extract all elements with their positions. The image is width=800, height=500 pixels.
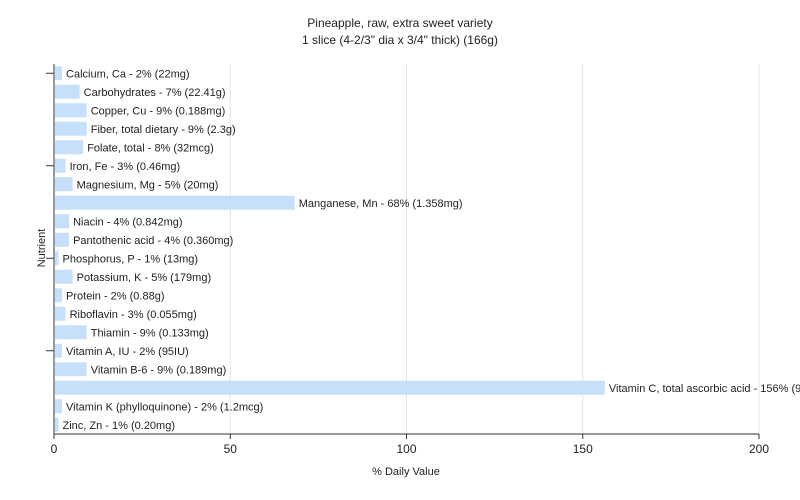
bar-label-16: Vitamin B-6 - 9% (0.189mg): [91, 364, 227, 376]
bar-label-17: Vitamin C, total ascorbic acid - 156% (9…: [609, 383, 800, 395]
bar-5: [55, 158, 66, 173]
bar-17: [55, 380, 605, 395]
bar-18: [55, 399, 63, 414]
x-tick-label-4: 200: [749, 442, 769, 456]
bar-label-7: Manganese, Mn - 68% (1.358mg): [299, 198, 463, 210]
bar-8: [55, 214, 70, 229]
bar-label-12: Protein - 2% (0.88g): [66, 290, 164, 302]
bar-9: [55, 232, 70, 247]
bar-label-8: Niacin - 4% (0.842mg): [73, 216, 182, 228]
chart-subtitle: 1 slice (4-2/3" dia x 3/4" thick) (166g): [302, 33, 498, 47]
bar-label-15: Vitamin A, IU - 2% (95IU): [66, 346, 189, 358]
bar-13: [55, 306, 66, 321]
y-axis-label: Nutrient: [36, 228, 48, 268]
bar-label-5: Iron, Fe - 3% (0.46mg): [70, 161, 181, 173]
bar-1: [55, 84, 80, 99]
bar-label-19: Zinc, Zn - 1% (0.20mg): [63, 420, 175, 432]
bar-4: [55, 140, 84, 155]
bar-11: [55, 269, 73, 284]
bar-label-9: Pantothenic acid - 4% (0.360mg): [73, 235, 233, 247]
bar-19: [55, 417, 59, 432]
x-tick-label-1: 50: [224, 442, 238, 456]
x-tick-label-2: 100: [396, 442, 416, 456]
bar-label-3: Fiber, total dietary - 9% (2.3g): [91, 124, 236, 136]
bar-7: [55, 195, 295, 210]
bar-label-14: Thiamin - 9% (0.133mg): [91, 327, 209, 339]
bar-2: [55, 103, 87, 118]
bar-16: [55, 362, 87, 377]
bar-3: [55, 121, 87, 136]
bar-label-4: Folate, total - 8% (32mcg): [87, 142, 214, 154]
bar-label-0: Calcium, Ca - 2% (22mg): [66, 68, 189, 80]
bar-10: [55, 251, 59, 266]
chart-title: Pineapple, raw, extra sweet variety: [307, 16, 493, 30]
bar-14: [55, 325, 87, 340]
bar-0: [55, 66, 63, 81]
x-tick-label-0: 0: [51, 442, 58, 456]
x-tick-label-3: 150: [573, 442, 593, 456]
bar-label-18: Vitamin K (phylloquinone) - 2% (1.2mcg): [66, 401, 263, 413]
bar-6: [55, 177, 73, 192]
bar-label-13: Riboflavin - 3% (0.055mg): [70, 309, 197, 321]
bar-label-1: Carbohydrates - 7% (22.41g): [84, 87, 226, 99]
bar-15: [55, 343, 63, 358]
bar-label-10: Phosphorus, P - 1% (13mg): [63, 253, 199, 265]
x-axis-label: % Daily Value: [372, 466, 440, 478]
bar-label-2: Copper, Cu - 9% (0.188mg): [91, 105, 226, 117]
bar-label-11: Potassium, K - 5% (179mg): [77, 272, 212, 284]
bar-12: [55, 288, 63, 303]
bar-label-6: Magnesium, Mg - 5% (20mg): [77, 179, 219, 191]
